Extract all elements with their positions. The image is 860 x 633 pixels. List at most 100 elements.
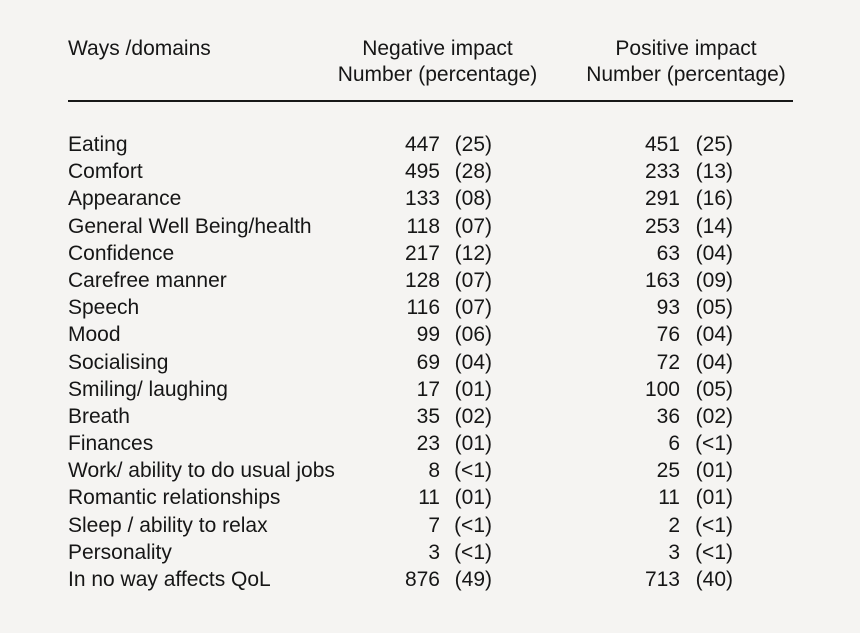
positive-percentage: (<1)	[695, 540, 733, 564]
positive-number: 36	[656, 404, 680, 428]
domain-label: Sleep / ability to relax	[68, 513, 268, 537]
negative-impact-cell: 8 (<1)	[378, 457, 492, 484]
negative-impact-cell: 116 (07)	[378, 294, 492, 321]
domain-label: Finances	[68, 432, 154, 456]
negative-percentage: (07)	[454, 296, 492, 320]
domain-label: Comfort	[68, 160, 143, 184]
domain-label: Socialising	[68, 350, 169, 374]
positive-percentage: (02)	[695, 404, 733, 428]
negative-number: 876	[404, 568, 440, 591]
positive-percentage: (25)	[695, 133, 733, 156]
table-row: Socialising 69 (04) 72 (04)	[68, 349, 733, 376]
positive-number: 11	[658, 486, 680, 510]
positive-number: 2	[668, 513, 680, 537]
negative-impact-cell: 69 (04)	[378, 349, 492, 376]
positive-number: 3	[668, 540, 680, 564]
negative-percentage: (<1)	[454, 513, 492, 537]
positive-percentage: (13)	[695, 160, 733, 184]
positive-impact-cell: 93 (05)	[492, 294, 733, 321]
negative-impact-cell: 876 (49)	[378, 566, 492, 593]
negative-impact-cell: 99 (06)	[378, 321, 492, 348]
negative-number: 35	[416, 404, 440, 428]
negative-percentage: (01)	[454, 432, 492, 456]
table-body: Eating 447 (25) 451 (25) Comfort 495 (28) 2…	[68, 131, 733, 593]
positive-number: 25	[656, 459, 680, 483]
negative-number: 495	[404, 160, 440, 184]
positive-percentage: (14)	[695, 214, 733, 238]
negative-number: 69	[416, 350, 440, 374]
positive-percentage: (04)	[695, 323, 733, 347]
positive-impact-subtitle: Number (percentage)	[586, 63, 786, 86]
positive-number: 76	[656, 323, 680, 347]
positive-number: 93	[656, 296, 680, 320]
positive-impact-cell: 2 (<1)	[492, 512, 733, 539]
negative-impact-cell: 133 (08)	[378, 185, 492, 212]
negative-percentage: (<1)	[454, 540, 492, 564]
negative-number: 17	[416, 377, 440, 401]
positive-percentage: (<1)	[695, 513, 733, 537]
positive-impact-cell: 63 (04)	[492, 240, 733, 267]
table-row: Finances 23 (01) 6 (<1)	[68, 430, 733, 457]
negative-percentage: (06)	[454, 323, 492, 347]
positive-percentage: (05)	[695, 377, 733, 401]
positive-number: 713	[644, 568, 680, 591]
negative-number: 118	[406, 214, 440, 238]
negative-impact-cell: 118 (07)	[378, 213, 492, 240]
negative-number: 116	[406, 296, 440, 320]
negative-number: 7	[428, 513, 440, 537]
table-row: Speech 116 (07) 93 (05)	[68, 294, 733, 321]
domain-label: Speech	[68, 296, 140, 320]
positive-percentage: (<1)	[695, 432, 733, 456]
table-row: Carefree manner 128 (07) 163 (09)	[68, 267, 733, 294]
negative-number: 8	[428, 459, 440, 483]
negative-percentage: (<1)	[454, 459, 492, 483]
positive-impact-cell: 253 (14)	[492, 213, 733, 240]
negative-impact-cell: 3 (<1)	[378, 539, 492, 566]
negative-number: 217	[404, 241, 440, 265]
negative-impact-cell: 11 (01)	[378, 484, 492, 511]
column-header-domains: Ways /domains	[68, 37, 211, 60]
table-row: Work/ ability to do usual jobs 8 (<1) 25 (…	[68, 457, 733, 484]
column-header-positive-impact: Positive impact Number (percentage)	[571, 36, 801, 88]
negative-percentage: (07)	[454, 214, 492, 238]
positive-impact-cell: 72 (04)	[492, 349, 733, 376]
table-row: Mood 99 (06) 76 (04)	[68, 321, 733, 348]
negative-percentage: (04)	[454, 350, 492, 374]
negative-impact-cell: 7 (<1)	[378, 512, 492, 539]
domain-label: Personality	[68, 540, 172, 564]
negative-percentage: (01)	[454, 377, 492, 401]
positive-impact-cell: 233 (13)	[492, 158, 733, 185]
domain-label: Mood	[68, 323, 121, 347]
negative-number: 23	[416, 432, 440, 456]
negative-impact-cell: 217 (12)	[378, 240, 492, 267]
positive-impact-cell: 11 (01)	[492, 484, 733, 511]
positive-percentage: (04)	[695, 241, 733, 265]
positive-percentage: (40)	[695, 568, 733, 591]
positive-number: 253	[644, 214, 680, 238]
negative-number: 3	[428, 540, 440, 564]
positive-number: 233	[644, 160, 680, 184]
positive-number: 6	[668, 432, 680, 456]
table-row: In no way affects QoL 876 (49) 713 (40)	[68, 566, 733, 593]
positive-percentage: (04)	[695, 350, 733, 374]
table-row: Comfort 495 (28) 233 (13)	[68, 158, 733, 185]
domain-label: Smiling/ laughing	[68, 377, 228, 401]
negative-impact-cell: 447 (25)	[378, 131, 492, 158]
negative-impact-cell: 23 (01)	[378, 430, 492, 457]
positive-number: 451	[644, 133, 680, 156]
positive-percentage: (01)	[695, 486, 733, 510]
negative-impact-cell: 17 (01)	[378, 376, 492, 403]
negative-impact-title: Negative impact	[362, 37, 513, 60]
domain-label: Confidence	[68, 241, 175, 265]
negative-percentage: (25)	[454, 133, 492, 156]
negative-impact-cell: 495 (28)	[378, 158, 492, 185]
domain-label: Work/ ability to do usual jobs	[68, 459, 335, 483]
positive-impact-title: Positive impact	[615, 37, 757, 60]
table-row: Romantic relationships 11 (01) 11 (01)	[68, 484, 733, 511]
positive-impact-cell: 451 (25)	[492, 131, 733, 158]
positive-impact-cell: 163 (09)	[492, 267, 733, 294]
negative-percentage: (07)	[454, 268, 492, 292]
domain-label: Carefree manner	[68, 268, 227, 292]
negative-number: 128	[404, 268, 440, 292]
